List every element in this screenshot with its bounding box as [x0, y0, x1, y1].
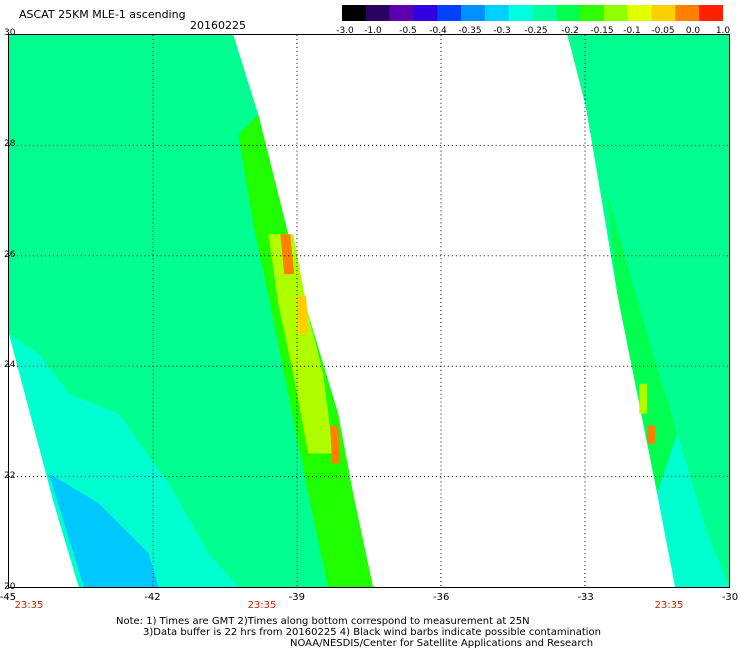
latitude-tick-label: 26 [4, 249, 16, 260]
colorbar-tick-label: 1.0 [715, 26, 731, 36]
colorbar-tick-label: -0.15 [590, 26, 614, 36]
longitude-tick-label: -42 [144, 592, 161, 603]
colorbar-tick-label: -0.3 [493, 26, 511, 36]
footnote-line: 3)Data buffer is 22 hrs from 20160225 4)… [143, 627, 601, 638]
east-swath-yellow [639, 383, 648, 414]
east-swath-green [607, 194, 678, 494]
west-swath-yellow [268, 234, 334, 454]
latitude-tick-label: 28 [4, 138, 16, 149]
colorbar-swatch [627, 5, 653, 21]
east-swath [567, 35, 729, 587]
colorbar-swatch [508, 5, 533, 21]
colorbar-swatch [413, 5, 438, 21]
pass-time-label: 23:35 [247, 600, 277, 611]
latitude-tick-label: 30 [4, 28, 16, 38]
longitude-tick-label: -36 [433, 592, 450, 603]
colorbar-tick-label: -1.0 [364, 26, 382, 36]
colorbar-swatch [675, 5, 700, 21]
scatterometer-map [8, 34, 730, 588]
colorbar-swatch [603, 5, 629, 21]
colorbar-swatch [484, 5, 510, 21]
pass-time-label: 23:35 [654, 600, 684, 611]
footnote-credit: NOAA/NESDIS/Center for Satellite Applica… [290, 638, 594, 649]
colorbar-swatch [532, 5, 557, 21]
colorbar-swatch [651, 5, 676, 21]
product-date: 20160225 [190, 19, 246, 32]
west-swath-orange [296, 296, 309, 334]
colorbar-tick-label: -0.05 [651, 26, 675, 36]
longitude-tick-label: -33 [577, 592, 594, 603]
pass-time-label: 23:35 [14, 600, 44, 611]
colorbar-swatch [556, 5, 581, 21]
colorbar-swatch [461, 5, 486, 21]
latitude-tick-label: 22 [4, 471, 16, 482]
colorbar-swatch [580, 5, 605, 21]
colorbar-tick-label: -3.0 [336, 26, 354, 36]
footnote-line: Note: 1) Times are GMT 2)Times along bot… [116, 616, 530, 627]
product-title: ASCAT 25KM MLE-1 ascending [19, 8, 186, 21]
latitude-tick-label: 20 [4, 582, 16, 592]
west-swath-blue [48, 473, 159, 587]
longitude-tick-label: -45 [0, 592, 17, 603]
colorbar-tick-label: -0.2 [561, 26, 579, 36]
colorbar-tick-label: -0.35 [458, 26, 482, 36]
colorbar-swatch [699, 5, 723, 21]
east-swath-orange [647, 425, 656, 444]
colorbar [342, 5, 723, 21]
colorbar-tick-label: -0.1 [623, 26, 641, 36]
colorbar-swatch [389, 5, 414, 21]
latitude-tick-label: 24 [4, 360, 16, 371]
colorbar-swatch [342, 5, 367, 21]
colorbar-tick-label: -0.4 [429, 26, 447, 36]
colorbar-swatch [437, 5, 462, 21]
west-swath-orange [330, 425, 341, 464]
longitude-tick-label: -39 [288, 592, 305, 603]
colorbar-tick-label: 0.0 [685, 26, 701, 36]
longitude-tick-label: -30 [721, 592, 739, 603]
colorbar-labels: -3.0 -1.0 -0.5 -0.4 -0.35 -0.3 -0.25 -0.2 -0.15-… [330, 26, 730, 38]
west-swath-orange [280, 234, 295, 275]
colorbar-tick-label: -0.5 [399, 26, 417, 36]
colorbar-tick-label: -0.25 [524, 26, 548, 36]
colorbar-swatch [365, 5, 391, 21]
